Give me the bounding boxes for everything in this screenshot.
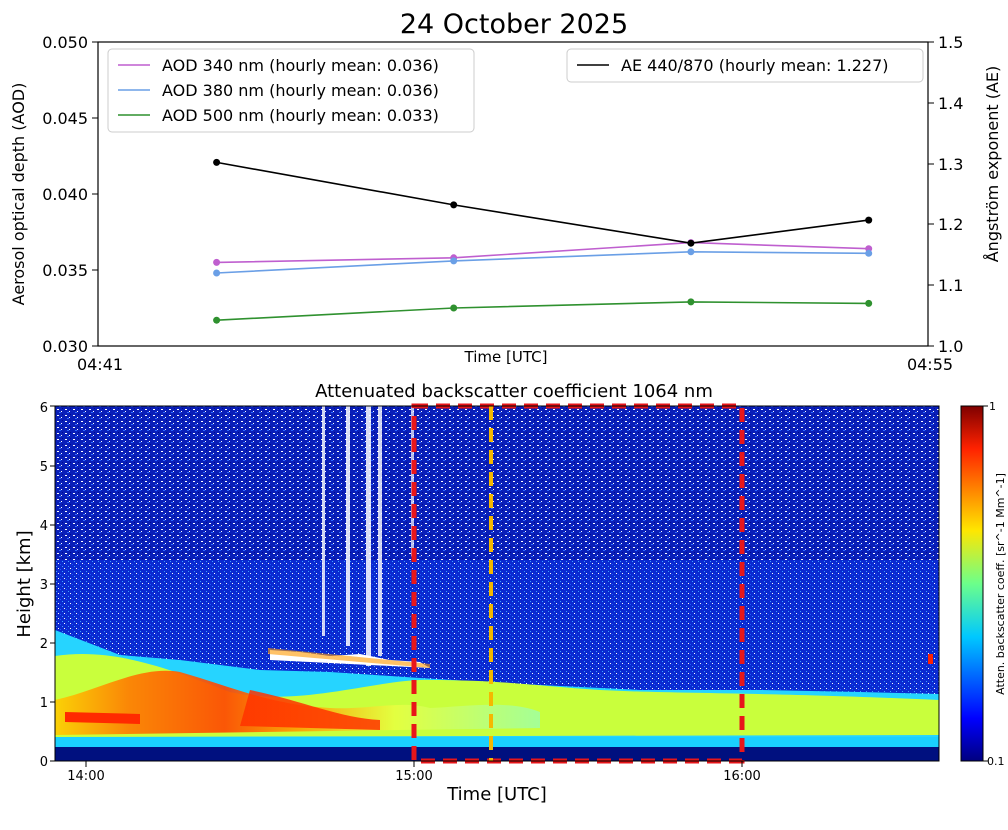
right-y-tick-label: 1.1 bbox=[938, 276, 963, 295]
right-y-tick-label: 1.0 bbox=[938, 337, 963, 356]
colorbar-tick-label: 0.1 bbox=[987, 755, 1005, 768]
heatmap-x-tick-label: 16:00 bbox=[723, 769, 760, 784]
legend-label-ae: AE 440/870 (hourly mean: 1.227) bbox=[621, 56, 888, 75]
heatmap-y-tick-label: 1 bbox=[40, 696, 48, 711]
series-group bbox=[213, 158, 873, 324]
series-point bbox=[450, 304, 458, 312]
heatmap-y-ticks: 0 1 2 3 4 5 6 bbox=[40, 401, 55, 770]
colorbar-tick-label: 1 bbox=[989, 400, 996, 413]
x-axis-label: Time [UTC] bbox=[464, 348, 548, 366]
right-y-ticks: 1.0 1.1 1.2 1.3 1.4 1.5 bbox=[928, 33, 963, 356]
heatmap-y-tick-label: 4 bbox=[40, 519, 48, 534]
series-line bbox=[216, 250, 869, 274]
series-point bbox=[687, 239, 695, 247]
series-line bbox=[216, 241, 869, 264]
heatmap-y-axis-label: Height [km] bbox=[14, 530, 35, 637]
colorbar-label: Atten. backscatter coeff. [sr^-1 Mm^-1] bbox=[994, 473, 1007, 695]
left-y-tick-label: 0.030 bbox=[42, 337, 88, 356]
left-y-axis-label: Aerosol optical depth (AOD) bbox=[9, 83, 28, 306]
series-line bbox=[216, 301, 869, 321]
series-point bbox=[865, 299, 873, 307]
figure-title: 24 October 2025 bbox=[400, 9, 628, 40]
colorbar-gradient bbox=[960, 405, 984, 762]
right-y-tick-label: 1.3 bbox=[938, 155, 963, 174]
legend-label-500: AOD 500 nm (hourly mean: 0.033) bbox=[162, 106, 439, 125]
heatmap-y-tick-label: 2 bbox=[40, 637, 48, 652]
heatmap-title: Attenuated backscatter coefficient 1064 … bbox=[315, 381, 713, 402]
legend-ae: AE 440/870 (hourly mean: 1.227) bbox=[566, 48, 924, 83]
heatmap-y-tick-label: 6 bbox=[40, 401, 48, 416]
left-y-tick-label: 0.045 bbox=[42, 109, 88, 128]
left-y-tick-label: 0.050 bbox=[42, 33, 88, 52]
series-point bbox=[213, 316, 221, 324]
series-point bbox=[213, 158, 221, 166]
left-y-ticks: 0.030 0.035 0.040 0.045 0.050 bbox=[42, 33, 98, 356]
heatmap-image bbox=[55, 406, 939, 761]
legend-label-380: AOD 380 nm (hourly mean: 0.036) bbox=[162, 81, 439, 100]
heatmap-x-axis-label: Time [UTC] bbox=[446, 784, 547, 805]
left-y-tick-label: 0.040 bbox=[42, 185, 88, 204]
series-point bbox=[213, 258, 221, 266]
colorbar: 1 0.1 Atten. backscatter coeff. [sr^-1 M… bbox=[960, 400, 1007, 768]
right-y-tick-label: 1.2 bbox=[938, 215, 963, 234]
heatmap-x-tick-label: 15:00 bbox=[395, 769, 432, 784]
x-tick-label: 04:55 bbox=[907, 355, 953, 374]
plot-frame bbox=[97, 41, 929, 347]
series-point bbox=[450, 201, 458, 209]
series-point bbox=[865, 216, 873, 224]
heatmap-y-tick-label: 3 bbox=[40, 578, 48, 593]
heatmap-y-tick-label: 0 bbox=[40, 755, 48, 770]
series-line bbox=[216, 161, 869, 245]
series-point bbox=[450, 257, 458, 265]
series-point bbox=[213, 269, 221, 277]
series-point bbox=[865, 249, 873, 257]
right-y-tick-label: 1.5 bbox=[938, 33, 963, 52]
x-tick-label: 04:41 bbox=[77, 355, 123, 374]
heatmap-x-tick-label: 14:00 bbox=[67, 769, 104, 784]
series-point bbox=[687, 298, 695, 306]
series-point bbox=[687, 248, 695, 256]
right-y-tick-label: 1.4 bbox=[938, 94, 963, 113]
heatmap-x-ticks: 14:00 15:00 16:00 bbox=[67, 761, 761, 784]
heatmap-y-tick-label: 5 bbox=[40, 460, 48, 475]
backscatter-chart: Attenuated backscatter coefficient 1064 … bbox=[14, 381, 1007, 805]
right-y-axis-label: Ångström exponent (AE) bbox=[983, 66, 1002, 263]
legend-aod: AOD 340 nm (hourly mean: 0.036) AOD 380 … bbox=[107, 48, 475, 133]
legend-label-340: AOD 340 nm (hourly mean: 0.036) bbox=[162, 56, 439, 75]
left-y-tick-label: 0.035 bbox=[42, 261, 88, 280]
aod-ae-chart: 24 October 2025 0.030 0.035 0.040 0.045 … bbox=[9, 9, 1002, 374]
